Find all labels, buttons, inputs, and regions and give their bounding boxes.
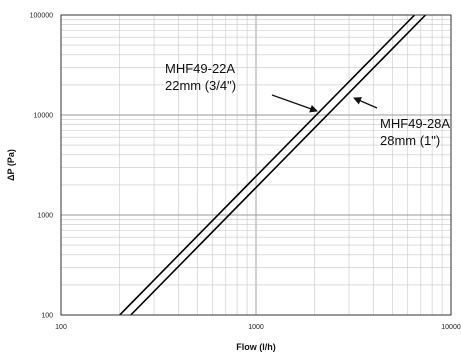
annotation-28a-size: 28mm (1") — [380, 133, 440, 148]
x-tick-label: 100 — [55, 324, 67, 331]
y-tick-label: 100 — [41, 313, 53, 320]
grid — [61, 15, 451, 315]
series-group — [119, 14, 427, 316]
annotation-22a-arrow — [271, 94, 318, 113]
x-tick-label: 1000 — [248, 324, 264, 331]
x-axis-title: Flow (l/h) — [236, 342, 276, 352]
y-tick-label: 1000 — [37, 213, 53, 220]
plot-frame — [60, 14, 452, 316]
annotation-22a-model: MHF49-22A — [165, 61, 235, 76]
annotation-28a-arrow — [353, 97, 378, 109]
y-axis-title: ΔP (Pa) — [6, 149, 16, 181]
series-line-mhf49-22a — [119, 14, 416, 316]
x-tick-label: 10000 — [441, 324, 461, 331]
y-tick-label: 10000 — [34, 113, 54, 120]
y-tick-label: 100000 — [30, 13, 53, 20]
annotation-22a-size: 22mm (3/4") — [165, 78, 236, 93]
annotation-28a-model: MHF49-28A — [380, 116, 450, 131]
series-line-mhf49-28a — [130, 14, 427, 316]
tick-labels: 100 1000 10000 100 1000 10000 100000 — [30, 13, 461, 332]
